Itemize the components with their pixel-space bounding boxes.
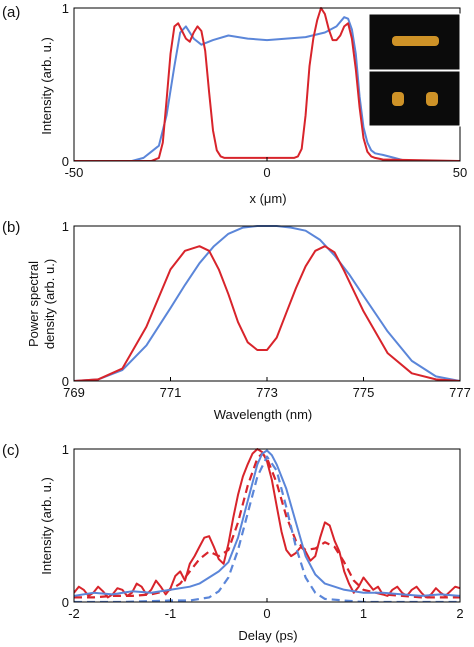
panel-a-ylabel: Intensity (arb. u.) <box>39 37 54 135</box>
panel-c-xlabel: Delay (ps) <box>238 628 297 643</box>
panel-a-ytick-label: 1 <box>62 1 69 16</box>
panel-b-xtick-label: 773 <box>256 385 278 400</box>
panel-a-inset <box>368 13 461 127</box>
panel-b-xtick-label: 775 <box>353 385 375 400</box>
panel-b-xtick-label: 771 <box>160 385 182 400</box>
panel-c-label: (c) <box>2 442 20 459</box>
panel-c-xtick-label: 0 <box>263 606 270 621</box>
panel-a-xtick-label: -50 <box>65 165 84 180</box>
panel-b-ylabel-line1: Power spectral <box>26 261 41 347</box>
panel-b-series-2-line <box>74 245 460 381</box>
inset-image-bottom <box>368 70 461 127</box>
panel-b-series-1-line <box>74 225 460 381</box>
panel-b-plot: 769 771 773 775 777 0 1 <box>62 219 471 400</box>
panel-b: (b) 769 771 773 775 777 0 1 Wavelength (nm) Po… <box>2 219 471 422</box>
panel-a-label: (a) <box>2 4 20 21</box>
panel-c-ylabel: Intensity (arb. u.) <box>39 477 54 575</box>
panel-b-xtick-label: 777 <box>449 385 471 400</box>
panel-a-xtick-label: 0 <box>263 165 270 180</box>
inset-beam-left <box>392 92 404 106</box>
panel-c-series-4-line <box>74 455 460 602</box>
panel-b-axes-frame <box>73 225 461 382</box>
panel-c-xtick-label: 1 <box>360 606 367 621</box>
panel-c-plot: -2 -1 0 1 2 0 1 <box>62 442 464 621</box>
panel-a-xtick-label: 50 <box>453 165 467 180</box>
panel-c-axes-frame <box>73 448 461 603</box>
panel-b-xlabel: Wavelength (nm) <box>214 407 313 422</box>
panel-a-ytick-label: 0 <box>62 154 69 169</box>
panel-b-xtick-label: 769 <box>63 385 85 400</box>
panel-c-series-2-line <box>74 452 460 599</box>
panel-a-series-2-line <box>74 7 460 161</box>
panel-c-xtick-label: 2 <box>456 606 463 621</box>
panel-b-ytick-label: 0 <box>62 374 69 389</box>
panel-b-ytick-label: 1 <box>62 219 69 234</box>
panel-b-label: (b) <box>2 219 20 236</box>
inset-beam-right <box>426 92 438 106</box>
panel-a-series-1-line <box>74 16 407 161</box>
inset-beam-single <box>392 36 439 46</box>
panel-c-series-1-line <box>74 448 460 599</box>
panel-c-ytick-label: 0 <box>62 595 69 610</box>
panel-c-xtick-label: -1 <box>165 606 177 621</box>
panel-c-xtick-label: -2 <box>68 606 80 621</box>
panel-a-xlabel: x (μm) <box>249 191 286 206</box>
panel-c: (c) -2 -1 0 1 2 0 1 Delay (ps) Intensity (arb.… <box>2 442 464 643</box>
panel-c-series-3-line <box>74 449 460 597</box>
panel-c-ytick-label: 1 <box>62 442 69 457</box>
panel-b-ylabel-line2: density (arb. u.) <box>42 259 57 349</box>
